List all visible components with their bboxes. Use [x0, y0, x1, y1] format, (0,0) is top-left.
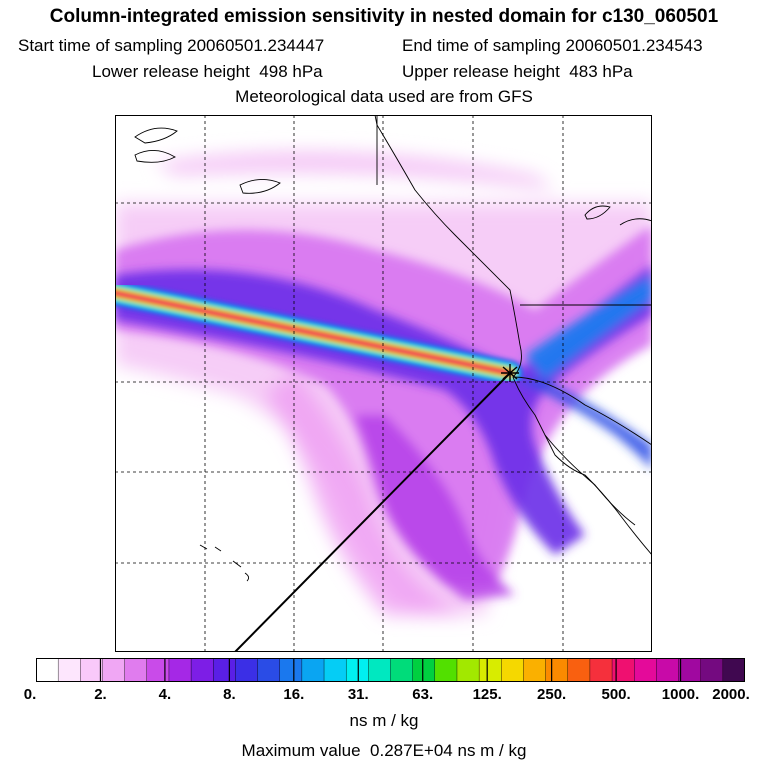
colorbar-swatch: [190, 658, 214, 682]
lower-height-caption: Lower release height: [92, 62, 250, 81]
colorbar-swatch: [700, 658, 724, 682]
maximum-value-units: ns m / kg: [457, 741, 527, 760]
coastlines: [134, 115, 652, 582]
emission-sensitivity-map: [115, 115, 652, 652]
colorbar-tick-label: 4.: [158, 686, 172, 703]
colorbar-tick-label: 31.: [347, 686, 369, 703]
colorbar-swatch: [634, 658, 658, 682]
colorbar-swatch: [235, 658, 259, 682]
end-time-label: End time of sampling 20060501.234543: [402, 36, 703, 56]
release-point-marker: [501, 364, 519, 382]
end-time-caption: End time of sampling: [402, 36, 561, 55]
colorbar-tick-label: 2000.: [712, 686, 750, 703]
maximum-value-number: 0.287E+04: [370, 741, 453, 760]
trajectory-line: [234, 372, 511, 652]
colorbar-tick-label: 500.: [601, 686, 631, 703]
colorbar-swatch: [257, 658, 281, 682]
colorbar-units: ns m / kg: [349, 711, 419, 730]
colorbar-swatch: [213, 658, 237, 682]
maximum-value-caption: Maximum value: [241, 741, 361, 760]
colorbar-swatch: [36, 658, 59, 682]
maximum-value: Maximum value 0.287E+04 ns m / kg: [0, 741, 768, 761]
colorbar-swatch: [434, 658, 458, 682]
colorbar-swatch: [80, 658, 104, 682]
start-time-label: Start time of sampling 20060501.234447: [18, 36, 324, 56]
colorbar-swatch: [456, 658, 480, 682]
colorbar-tick-label: 125.: [472, 686, 502, 703]
start-time-value: 20060501.234447: [187, 36, 325, 55]
colorbar-tick-label: 1000.: [661, 686, 700, 703]
sensitivity-jet-line: [115, 280, 523, 386]
met-data-note: Meteorological data used are from GFS: [235, 87, 533, 106]
colorbar-swatch: [523, 658, 547, 682]
colorbar-swatch: [589, 658, 613, 682]
colorbar-tick-label: 63.: [412, 686, 434, 703]
colorbar-tick-label: 2.: [94, 686, 107, 703]
colorbar-swatch: [368, 658, 392, 682]
colorbar-swatch: [146, 658, 170, 682]
upper-height-caption: Upper release height: [402, 62, 560, 81]
colorbar-swatch: [722, 658, 745, 682]
colorbar-swatch: [545, 658, 569, 682]
end-time-value: 20060501.234543: [565, 36, 703, 55]
colorbar-swatch: [124, 658, 148, 682]
colorbar: [36, 658, 745, 682]
colorbar-swatch: [412, 658, 436, 682]
lower-height-value: 498 hPa: [259, 62, 323, 81]
colorbar-swatch: [102, 658, 126, 682]
colorbar-swatch: [390, 658, 414, 682]
colorbar-swatch: [611, 658, 635, 682]
colorbar-swatch: [501, 658, 525, 682]
colorbar-swatch: [168, 658, 192, 682]
colorbar-tick-label: 250.: [537, 686, 567, 703]
sensitivity-plume-core: [115, 265, 652, 555]
colorbar-swatch: [656, 658, 680, 682]
colorbar-swatch: [567, 658, 591, 682]
colorbar-swatch: [301, 658, 325, 682]
start-time-caption: Start time of sampling: [18, 36, 183, 55]
colorbar-swatch: [478, 658, 502, 682]
colorbar-swatch: [345, 658, 370, 682]
colorbar-swatch: [678, 658, 702, 682]
colorbar-tick-label: 8.: [223, 686, 236, 703]
colorbar-swatch: [323, 658, 347, 682]
colorbar-swatch: [57, 658, 82, 682]
plot-title: Column-integrated emission sensitivity i…: [49, 6, 719, 27]
colorbar-tick-label: 16.: [283, 686, 305, 703]
upper-height-label: Upper release height 483 hPa: [402, 62, 633, 82]
colorbar-tick-label: 0.: [23, 686, 37, 703]
colorbar-swatch: [279, 658, 303, 682]
upper-height-value: 483 hPa: [569, 62, 633, 81]
lower-height-label: Lower release height 498 hPa: [92, 62, 323, 82]
